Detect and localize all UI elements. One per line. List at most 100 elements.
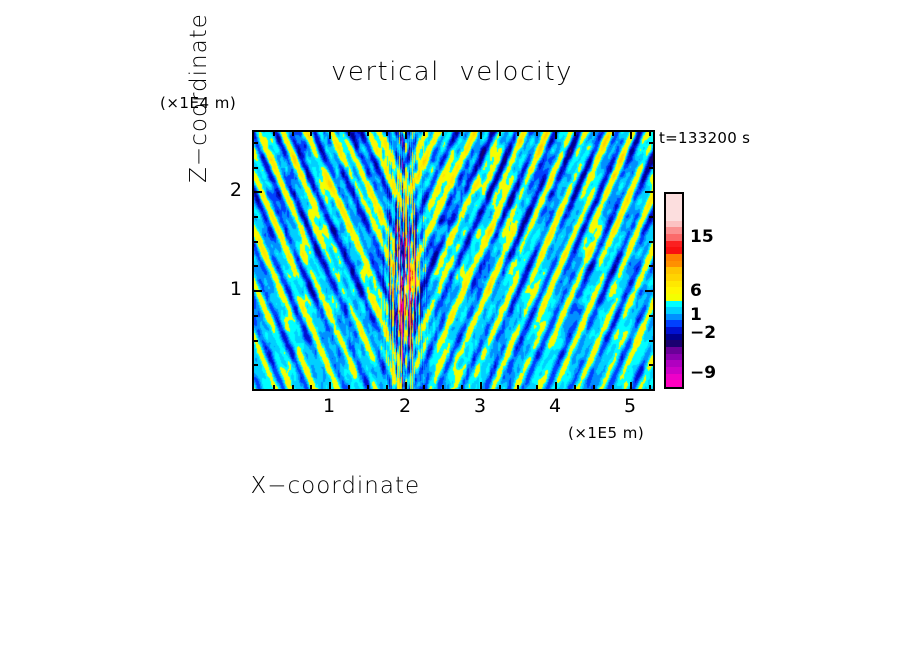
- y-axis-tick: [645, 191, 655, 193]
- y-axis-minor-tick: [252, 315, 258, 317]
- colorbar-band: [666, 267, 682, 274]
- x-axis-tick: [480, 130, 482, 139]
- y-axis-tick-label: 2: [229, 179, 242, 201]
- x-axis-minor-tick: [310, 130, 312, 136]
- colorbar-tick-label: 1: [690, 305, 702, 325]
- y-axis-minor-tick: [252, 167, 258, 169]
- y-axis-minor-tick: [649, 142, 655, 144]
- x-axis-tick: [329, 382, 331, 391]
- colorbar-band: [666, 253, 682, 261]
- page-title: vertical velocity: [330, 57, 574, 87]
- x-axis-tick: [329, 130, 331, 139]
- colorbar-tick-label: −9: [690, 363, 717, 383]
- x-axis-minor-tick: [386, 130, 388, 136]
- colorbar-band: [666, 194, 682, 201]
- colorbar-band: [666, 320, 682, 328]
- colorbar-band: [666, 200, 682, 208]
- colorbar-band: [666, 367, 682, 374]
- y-axis-minor-tick: [649, 340, 655, 342]
- colorbar-band: [666, 213, 682, 221]
- colorbar-tick-label: −2: [690, 323, 717, 343]
- x-axis-minor-tick: [593, 385, 595, 391]
- y-axis-unit-label: (×1E4 m): [160, 94, 237, 112]
- x-axis-minor-tick: [423, 130, 425, 136]
- colorbar-band: [666, 373, 682, 381]
- x-axis-minor-tick: [517, 130, 519, 136]
- vertical-velocity-field: [254, 132, 653, 389]
- x-axis-tick: [405, 130, 407, 139]
- y-axis-minor-tick: [252, 241, 258, 243]
- x-axis-minor-tick: [536, 385, 538, 391]
- x-axis-minor-tick: [442, 385, 444, 391]
- colorbar-band: [666, 340, 682, 348]
- x-axis-tick: [555, 382, 557, 391]
- y-axis-tick: [645, 290, 655, 292]
- x-axis-tick-label: 2: [398, 395, 412, 417]
- colorbar-band: [666, 300, 682, 308]
- x-axis-tick: [630, 382, 632, 391]
- y-axis-tick: [252, 191, 262, 193]
- y-axis-minor-tick: [649, 241, 655, 243]
- x-axis-minor-tick: [367, 385, 369, 391]
- x-axis-title: X−coordinate: [0, 447, 904, 499]
- y-axis-minor-tick: [252, 364, 258, 366]
- x-axis-tick-label: 3: [473, 395, 487, 417]
- x-axis-minor-tick: [292, 385, 294, 391]
- y-axis-minor-tick: [649, 364, 655, 366]
- x-axis-minor-tick: [499, 130, 501, 136]
- y-axis-minor-tick: [252, 265, 258, 267]
- x-axis-unit-label: (×1E5 m): [568, 424, 645, 442]
- x-axis-minor-tick: [442, 130, 444, 136]
- x-axis-minor-tick: [574, 385, 576, 391]
- x-axis-minor-tick: [348, 130, 350, 136]
- x-axis-minor-tick: [461, 130, 463, 136]
- x-axis-minor-tick: [574, 130, 576, 136]
- y-axis-minor-tick: [649, 216, 655, 218]
- colorbar-band: [666, 280, 682, 288]
- colorbar-band: [666, 220, 682, 228]
- colorbar-band: [666, 240, 682, 248]
- x-axis-tick-label: 1: [322, 395, 336, 417]
- x-axis-tick-label: 4: [548, 395, 562, 417]
- colorbar-band: [666, 233, 682, 241]
- contour-plot-area: [252, 130, 655, 391]
- x-axis-tick-label: 5: [623, 395, 637, 417]
- y-axis-minor-tick: [649, 265, 655, 267]
- colorbar-tick-label: 15: [690, 227, 714, 247]
- x-axis-minor-tick: [386, 385, 388, 391]
- x-axis-minor-tick: [423, 385, 425, 391]
- y-axis-minor-tick: [649, 315, 655, 317]
- x-axis-title-text: X−coordinate: [250, 473, 421, 499]
- y-axis-minor-tick: [252, 216, 258, 218]
- colorbar-band: [666, 333, 682, 341]
- x-axis-minor-tick: [292, 130, 294, 136]
- y-axis-title: Z−coordinate: [186, 13, 212, 183]
- x-axis-minor-tick: [273, 130, 275, 136]
- x-axis-tick: [630, 130, 632, 139]
- x-axis-minor-tick: [348, 385, 350, 391]
- colorbar-band: [666, 287, 682, 294]
- colorbar-band: [666, 227, 682, 234]
- y-axis-minor-tick: [649, 167, 655, 169]
- x-axis-minor-tick: [612, 130, 614, 136]
- time-annotation: t=133200 s: [659, 129, 751, 147]
- colorbar-band: [666, 347, 682, 354]
- colorbar-tick-label: 6: [690, 281, 702, 301]
- y-axis-minor-tick: [252, 340, 258, 342]
- x-axis-minor-tick: [499, 385, 501, 391]
- colorbar-band: [666, 307, 682, 314]
- colorbar-band: [666, 260, 682, 268]
- colorbar-band: [666, 353, 682, 361]
- y-axis-tick-label: 1: [229, 278, 242, 300]
- x-axis-minor-tick: [310, 385, 312, 391]
- x-axis-minor-tick: [593, 130, 595, 136]
- y-axis-tick: [252, 290, 262, 292]
- colorbar: [664, 192, 684, 389]
- colorbar-band: [666, 247, 682, 254]
- colorbar-band: [666, 360, 682, 368]
- x-axis-minor-tick: [273, 385, 275, 391]
- x-axis-tick: [405, 382, 407, 391]
- colorbar-band: [666, 327, 682, 334]
- x-axis-minor-tick: [461, 385, 463, 391]
- x-axis-minor-tick: [367, 130, 369, 136]
